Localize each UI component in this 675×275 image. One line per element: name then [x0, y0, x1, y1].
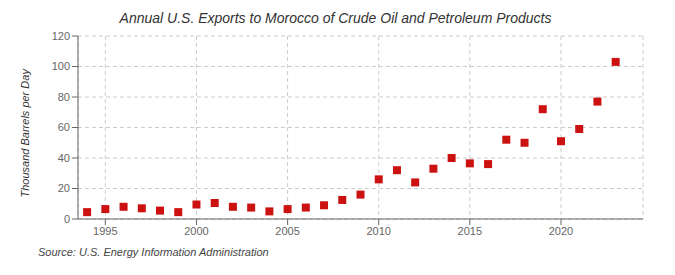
- svg-text:2015: 2015: [458, 225, 482, 237]
- svg-text:100: 100: [52, 60, 70, 72]
- svg-text:120: 120: [52, 30, 70, 42]
- svg-text:0: 0: [64, 213, 70, 225]
- svg-text:2005: 2005: [275, 225, 299, 237]
- svg-text:Thousand Barrels per Day: Thousand Barrels per Day: [19, 68, 31, 198]
- svg-text:2000: 2000: [184, 225, 208, 237]
- svg-text:40: 40: [58, 152, 70, 164]
- svg-text:20: 20: [58, 182, 70, 194]
- html-text:Annual U.S. Exports to Morocco: Annual U.S. Exports to Morocco of Crude …: [119, 10, 552, 26]
- svg-text:1995: 1995: [93, 225, 117, 237]
- svg-text:80: 80: [58, 91, 70, 103]
- svg-text:60: 60: [58, 121, 70, 133]
- html-text:Source: U.S. Energy Informatio: Source: U.S. Energy Information Administ…: [38, 246, 269, 258]
- svg-text:2010: 2010: [366, 225, 390, 237]
- svg-text:2020: 2020: [549, 225, 573, 237]
